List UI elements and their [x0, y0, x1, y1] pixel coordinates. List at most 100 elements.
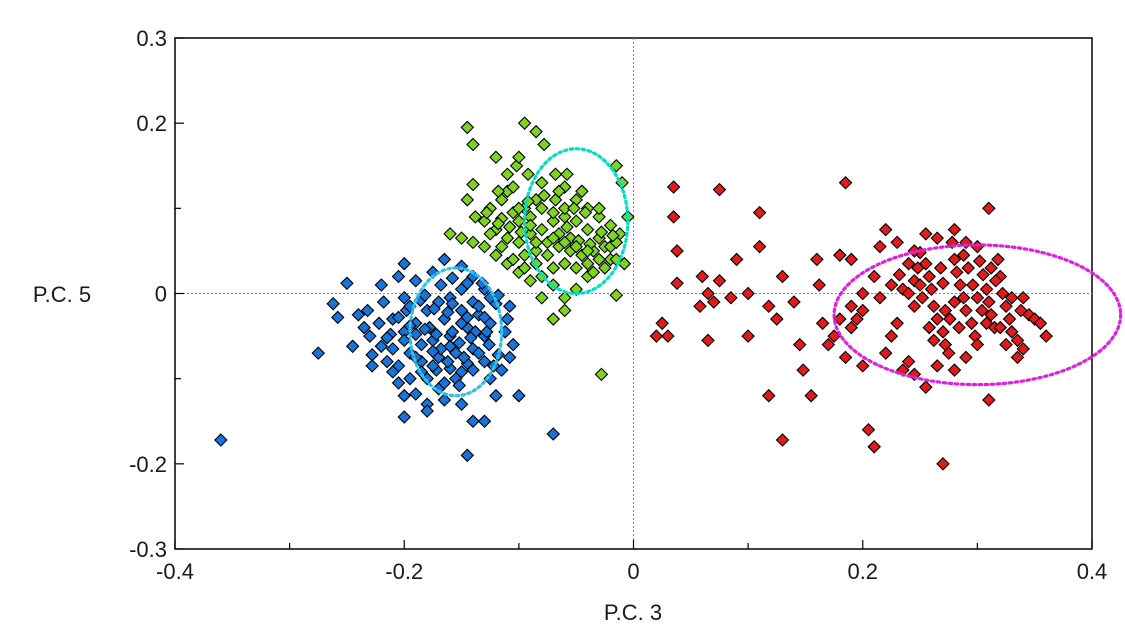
data-point — [567, 201, 581, 216]
data-point — [1010, 333, 1025, 348]
data-point — [873, 290, 887, 305]
data-point — [959, 235, 973, 250]
data-point — [861, 422, 876, 437]
data-point — [418, 322, 432, 337]
data-point — [466, 137, 480, 152]
series-group — [214, 252, 561, 463]
data-point — [810, 252, 824, 267]
data-point — [569, 214, 583, 228]
data-point — [397, 290, 412, 305]
data-point — [770, 312, 784, 326]
data-point — [724, 290, 738, 305]
data-point — [580, 222, 595, 237]
data-point — [537, 137, 551, 152]
data-point — [391, 310, 406, 325]
data-point — [386, 342, 400, 356]
data-point — [557, 235, 572, 250]
data-point — [466, 235, 480, 250]
data-point — [984, 308, 998, 322]
data-point — [913, 278, 927, 292]
data-point — [437, 252, 452, 267]
data-point — [999, 337, 1013, 352]
data-point — [477, 414, 492, 429]
cluster-ellipse — [523, 147, 630, 296]
data-point — [752, 239, 767, 254]
data-point — [477, 310, 492, 325]
data-point — [907, 299, 922, 314]
data-point — [964, 316, 979, 331]
data-point — [919, 380, 933, 394]
data-point — [466, 177, 480, 192]
data-point — [844, 252, 859, 267]
data-point — [729, 252, 744, 267]
data-point — [529, 124, 543, 139]
data-point — [884, 278, 899, 292]
data-point — [775, 433, 790, 447]
data-point — [970, 290, 985, 305]
data-point — [741, 329, 755, 343]
data-point — [535, 201, 549, 216]
data-point — [535, 290, 549, 305]
data-point — [489, 388, 503, 403]
data-point — [494, 239, 509, 254]
data-point — [454, 365, 469, 379]
data-point — [761, 299, 776, 314]
data-point — [546, 427, 561, 441]
data-point — [477, 354, 492, 369]
data-point — [326, 296, 340, 311]
data-point — [480, 205, 494, 220]
data-point — [452, 378, 467, 393]
data-point — [833, 248, 847, 262]
data-point — [477, 239, 492, 254]
y-tick-label: 0.2 — [136, 111, 167, 136]
data-point — [575, 184, 589, 199]
data-point — [365, 348, 379, 362]
data-point — [445, 271, 460, 285]
data-point — [537, 188, 551, 203]
data-point — [391, 376, 406, 390]
x-tick-label: -0.2 — [385, 559, 423, 584]
data-point — [386, 365, 400, 379]
zero-lines — [175, 38, 1092, 549]
data-point — [557, 201, 572, 216]
data-point — [867, 440, 881, 454]
data-point — [930, 359, 945, 373]
data-point — [506, 337, 520, 352]
data-point — [706, 295, 721, 309]
tick-labels: -0.4 -0.2 0 0.2 0.4 -0.3 -0.2 0 0.2 0.3 — [129, 26, 1107, 584]
data-point — [502, 299, 517, 314]
data-point — [1010, 350, 1025, 365]
cluster-ellipse — [832, 243, 1123, 387]
data-point — [580, 256, 595, 271]
data-point — [445, 325, 460, 339]
data-point — [919, 256, 933, 271]
data-point — [374, 339, 389, 354]
data-point — [546, 312, 561, 326]
data-point — [437, 376, 452, 390]
data-point — [560, 220, 574, 234]
data-point — [594, 367, 609, 382]
data-point — [1016, 342, 1031, 356]
data-point — [943, 312, 957, 326]
data-point — [712, 182, 727, 197]
data-point — [345, 339, 360, 354]
data-point — [982, 201, 996, 216]
data-point — [867, 269, 881, 284]
data-point — [557, 303, 572, 318]
data-point — [901, 354, 916, 369]
data-point — [938, 303, 953, 318]
data-point — [491, 216, 506, 231]
data-point — [560, 167, 574, 182]
data-point — [655, 316, 669, 331]
data-point — [855, 359, 870, 373]
y-axis-label: P.C. 5 — [33, 282, 91, 307]
data-point — [569, 239, 583, 254]
data-point — [972, 254, 987, 268]
data-point — [363, 329, 377, 343]
data-point — [420, 404, 434, 418]
data-point — [922, 320, 937, 335]
data-point — [454, 231, 469, 245]
data-point — [999, 299, 1013, 314]
data-point — [922, 269, 937, 284]
